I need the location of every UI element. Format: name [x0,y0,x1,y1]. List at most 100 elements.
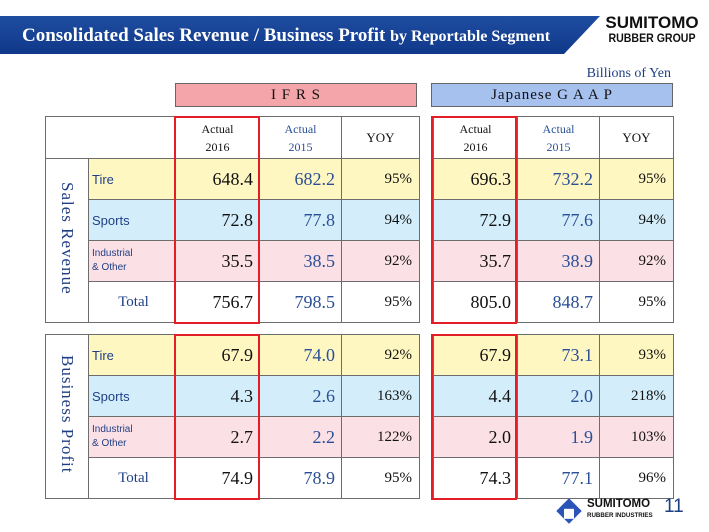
table-row: Sports 72.8 77.8 94% 72.9 77.6 94% [46,199,674,241]
value-cell: 72.8 [175,199,260,241]
ifrs-header: I F R S [175,83,417,107]
value-cell: 2.0 [433,416,518,458]
value-cell: 77.6 [517,199,600,241]
footer-logo-line1: SUMITOMO [587,498,651,510]
segment-label-line2: & Other [92,438,127,449]
company-logo: SUMITOMO RUBBER GROUP [604,14,700,46]
jgaap-2016-highlight [431,116,517,324]
ifrs-2016-highlight [174,116,260,324]
col-actual-label: Actual [459,121,492,136]
segment-label: Sports [88,199,176,241]
col-year-2015: 2015 [288,139,313,154]
col-year-2015: 2015 [546,139,571,154]
segment-label: Industrial & Other [88,240,176,282]
col-actual-label: Actual [201,121,234,136]
value-cell: 798.5 [259,281,342,323]
col-actual-label: Actual [542,121,575,136]
value-cell: 756.7 [175,281,260,323]
yoy-cell: 96% [599,457,674,499]
yoy-cell: 93% [599,334,674,376]
yoy-cell: 95% [341,158,420,200]
table-row-total: Total 756.7 798.5 95% 805.0 848.7 95% [46,281,674,323]
value-cell: 682.2 [259,158,342,200]
table-row: Business Profit Tire 67.9 74.0 92% 67.9 … [45,334,674,499]
segment-label: Sports [88,375,176,417]
col-actual-label: Actual [284,121,317,136]
footer-logo-text: SUMITOMO RUBBER INDUSTRIES [587,498,653,519]
jgaap-header: Japanese G A A P [431,83,673,107]
value-cell: 77.1 [517,457,600,499]
segment-label: Industrial & Other [88,416,176,458]
yoy-cell: 218% [599,375,674,417]
value-cell: 1.9 [517,416,600,458]
profit-group-text: Business Profit [58,354,77,474]
value-cell: 4.3 [175,375,260,417]
logo-line2: RUBBER GROUP [608,33,696,45]
yoy-cell: 94% [599,199,674,241]
yoy-cell: 95% [599,158,674,200]
ifrs-2016-highlight-profit [174,334,260,500]
col-year-2016: 2016 [205,139,230,154]
segment-label: Total [88,457,176,499]
value-cell: 73.1 [517,334,600,376]
segment-label-line1: Industrial [92,248,133,259]
value-cell: 2.0 [517,375,600,417]
value-cell: 35.7 [433,240,518,282]
value-cell: 2.2 [259,416,342,458]
title-main: Consolidated Sales Revenue / Business Pr… [22,25,386,46]
yoy-cell: 94% [341,199,420,241]
value-cell: 74.0 [259,334,342,376]
diamond-logo-icon [556,498,582,524]
value-cell: 2.6 [259,375,342,417]
yoy-cell: 92% [341,240,420,282]
ifrs-col-actual-2015: Actual 2015 [259,116,342,159]
profit-group-label: Business Profit [45,334,89,499]
column-header-row: Actual 2016 Actual 2015 YOY Actual 2016 Act… [45,116,674,159]
unit-label: Billions of Yen [586,66,671,81]
value-cell: 848.7 [517,281,600,323]
value-cell: 805.0 [433,281,518,323]
table-row: Sports 4.3 2.6 163% 4.4 2.0 218% [46,375,674,417]
table-row: Industrial & Other 35.5 38.5 92% 35.7 38.… [46,240,674,282]
title-banner [0,16,600,54]
value-cell: 696.3 [433,158,518,200]
yoy-cell: 163% [341,375,420,417]
segment-label-line1: Industrial [92,424,133,435]
yoy-cell: 122% [341,416,420,458]
segment-label: Tire [88,334,176,376]
ifrs-col-yoy: YOY [341,116,420,159]
value-cell: 38.5 [259,240,342,282]
sales-group-label: Sales Revenue [45,158,89,323]
page-title: Consolidated Sales Revenue / Business Pr… [22,25,550,47]
yoy-cell: 95% [599,281,674,323]
jgaap-col-yoy: YOY [599,116,674,159]
corner-cell [45,116,176,159]
jgaap-col-actual-2015: Actual 2015 [517,116,600,159]
yoy-cell: 92% [599,240,674,282]
col-year-2016: 2016 [463,139,488,154]
title-sub: by Reportable Segment [390,28,551,45]
business-profit-table: Business Profit Tire 67.9 74.0 92% 67.9 … [45,334,674,499]
sales-revenue-table: Actual 2016 Actual 2015 YOY Actual 2016 Act… [45,116,674,323]
footer-logo-line2: RUBBER INDUSTRIES [587,511,653,519]
yoy-cell: 95% [341,281,420,323]
value-cell: 38.9 [517,240,600,282]
table-row: Sales Revenue Tire 648.4 682.2 95% 696.3… [45,158,674,323]
value-cell: 67.9 [175,334,260,376]
jgaap-2016-highlight-profit [431,334,517,500]
segment-label: Total [88,281,176,323]
yoy-cell: 95% [341,457,420,499]
sales-group-text: Sales Revenue [58,181,77,295]
logo-line1: SUMITOMO [605,13,699,32]
value-cell: 78.9 [259,457,342,499]
yoy-cell: 92% [341,334,420,376]
segment-label: Tire [88,158,176,200]
segment-label-line2: & Other [92,262,127,273]
value-cell: 77.8 [259,199,342,241]
yoy-cell: 103% [599,416,674,458]
table-row: Industrial & Other 2.7 2.2 122% 2.0 1.9 1… [46,416,674,458]
value-cell: 74.3 [433,457,518,499]
value-cell: 72.9 [433,199,518,241]
value-cell: 2.7 [175,416,260,458]
value-cell: 4.4 [433,375,518,417]
